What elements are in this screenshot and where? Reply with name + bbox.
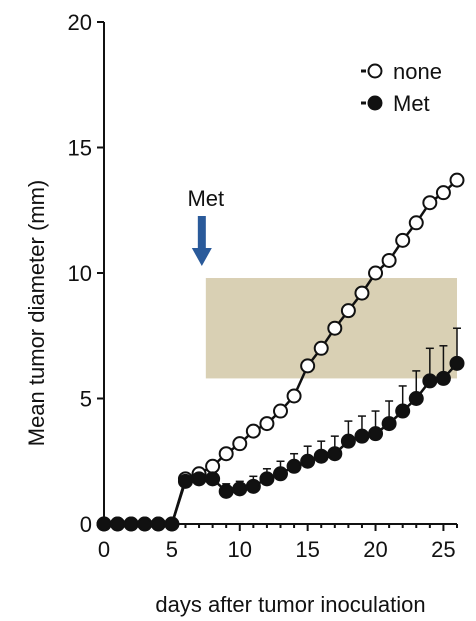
- data-point: [177, 473, 193, 489]
- data-point: [218, 446, 234, 462]
- data-point: [381, 252, 397, 268]
- legend: none Met: [361, 59, 442, 116]
- y-tick-label: 10: [68, 261, 92, 286]
- data-point: [110, 516, 126, 532]
- data-point: [340, 433, 356, 449]
- data-point: [259, 471, 275, 487]
- data-point: [205, 471, 221, 487]
- data-point: [273, 466, 288, 482]
- data-point: [123, 516, 139, 532]
- y-tick-label: 15: [68, 136, 92, 161]
- data-point: [313, 340, 329, 356]
- data-point: [340, 303, 356, 319]
- ticks: 0 5 10 15 20 0 5 10 15 20 25: [68, 10, 458, 562]
- annotation-label: Met: [187, 186, 224, 211]
- data-point: [96, 516, 112, 532]
- annotation: Met: [187, 186, 224, 266]
- data-point: [313, 448, 329, 464]
- data-point: [381, 416, 397, 432]
- data-point: [286, 458, 302, 474]
- data-point: [164, 516, 180, 532]
- y-tick-label: 5: [80, 387, 92, 412]
- data-point: [408, 215, 424, 231]
- x-tick-label: 10: [228, 537, 252, 562]
- data-point: [395, 232, 411, 248]
- series-met: [96, 327, 465, 532]
- data-point: [422, 195, 438, 211]
- x-tick-label: 5: [166, 537, 178, 562]
- data-point: [422, 373, 438, 389]
- data-point: [218, 483, 234, 499]
- legend-label-met: Met: [393, 91, 430, 116]
- y-axis-title: Mean tumor diameter (mm): [24, 180, 49, 447]
- data-point: [408, 391, 424, 406]
- data-point: [449, 172, 465, 188]
- data-point: [435, 185, 451, 201]
- data-point: [300, 453, 316, 469]
- data-point: [232, 436, 248, 452]
- x-axis-title: days after tumor inoculation: [155, 592, 425, 617]
- annotation-arrow-icon: [191, 216, 212, 266]
- data-point: [137, 516, 153, 532]
- data-point: [259, 416, 275, 432]
- x-tick-label: 15: [295, 537, 319, 562]
- data-point: [245, 423, 261, 439]
- data-point: [435, 370, 451, 386]
- data-point: [449, 355, 465, 371]
- x-tick-label: 20: [363, 537, 387, 562]
- data-point: [273, 403, 288, 419]
- y-tick-label: 0: [80, 512, 92, 537]
- data-point: [191, 471, 207, 487]
- data-point: [286, 388, 302, 404]
- data-point: [205, 458, 221, 474]
- data-point: [327, 446, 343, 462]
- legend-marker-none: [367, 63, 383, 79]
- legend-item-none: none: [361, 59, 442, 84]
- data-point: [354, 285, 370, 301]
- legend-marker-met: [367, 95, 383, 111]
- legend-item-met: Met: [361, 91, 430, 116]
- data-point: [232, 481, 248, 497]
- data-point: [327, 320, 343, 336]
- data-point: [368, 426, 384, 442]
- data-point: [150, 516, 166, 532]
- data-point: [368, 265, 384, 281]
- x-tick-label: 0: [98, 537, 110, 562]
- data-point: [395, 403, 411, 419]
- data-point: [245, 478, 261, 494]
- series: [96, 172, 465, 532]
- x-tick-label: 25: [431, 537, 455, 562]
- y-tick-label: 20: [68, 10, 92, 35]
- data-point: [354, 428, 370, 444]
- legend-label-none: none: [393, 59, 442, 84]
- data-point: [300, 358, 316, 374]
